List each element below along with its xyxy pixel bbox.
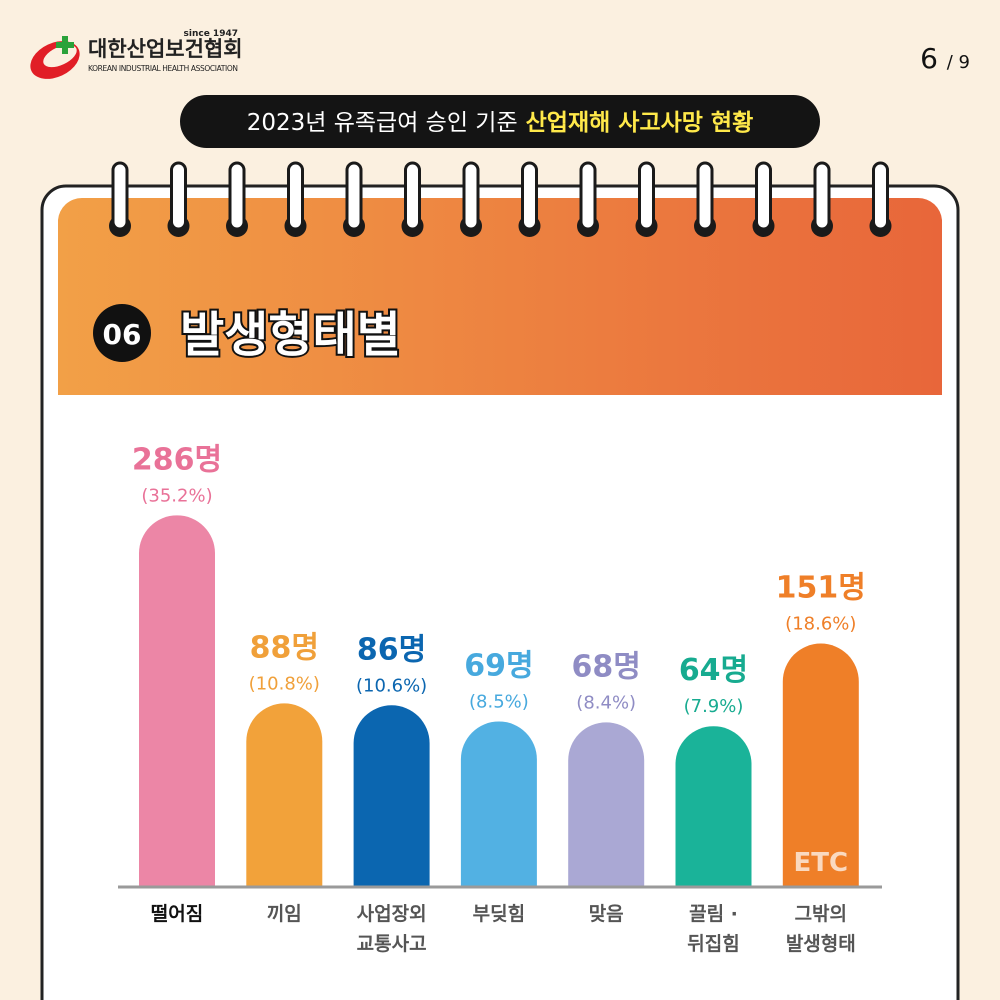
value-label: 68명 <box>572 649 641 684</box>
ring <box>287 161 304 231</box>
ring <box>228 161 246 231</box>
ring <box>170 161 187 231</box>
share-label: (8.5%) <box>469 691 529 712</box>
bar <box>460 721 537 887</box>
share-label: (10.6%) <box>356 675 427 696</box>
share-label: (7.9%) <box>684 696 744 717</box>
ring <box>872 161 889 231</box>
ring <box>755 161 772 231</box>
share-label: (8.4%) <box>576 692 636 713</box>
value-label: 86명 <box>357 632 426 667</box>
bar <box>568 722 645 887</box>
bar <box>353 705 430 887</box>
header-highlight: 산업재해 사고사망 현황 <box>526 110 754 136</box>
value-label: 286명 <box>132 442 222 477</box>
ring <box>813 161 831 231</box>
category-label: 사업장외 교통사고 <box>356 903 427 955</box>
ring <box>579 161 597 231</box>
share-label: (10.8%) <box>249 673 320 694</box>
ring <box>521 161 538 231</box>
value-label: 88명 <box>250 630 319 665</box>
section-number: 06 <box>103 318 142 351</box>
header-title: 2023년 유족급여 승인 기준 산업재해 사고사망 현황 <box>247 110 754 136</box>
title-pill <box>180 95 820 148</box>
ring <box>638 161 655 231</box>
bar <box>675 726 752 887</box>
category-label: 끌림 · 뒤집힘 <box>687 903 740 955</box>
logo-cross <box>56 36 74 54</box>
ring <box>404 161 421 231</box>
ring <box>345 161 363 231</box>
category-label: 떨어짐 <box>150 903 204 925</box>
value-label: 69명 <box>464 648 533 683</box>
category-label: 끼임 <box>266 903 302 925</box>
ring <box>462 161 480 231</box>
bar <box>246 703 323 887</box>
share-label: (35.2%) <box>141 485 212 506</box>
ring <box>696 161 714 231</box>
page-current: 6 <box>920 42 938 75</box>
section-title: 발생형태별 <box>180 307 401 363</box>
rings <box>109 161 892 237</box>
logo-english: KOREAN INDUSTRIAL HEALTH ASSOCIATION <box>88 64 238 73</box>
page-total: / 9 <box>947 52 970 73</box>
category-label: 부딪힘 <box>472 903 526 925</box>
category-label: 맞음 <box>588 903 624 925</box>
value-label: 64명 <box>679 653 748 688</box>
category-label: 그밖의 발생형태 <box>785 903 856 955</box>
logo-since: since 1947 <box>184 29 238 39</box>
section-badge <box>93 304 151 362</box>
share-label: (18.6%) <box>785 614 856 635</box>
bar <box>782 643 859 887</box>
etc-label: ETC <box>794 848 849 878</box>
logo-name: 대한산업보건협회 <box>88 37 243 61</box>
notebook-header <box>58 197 942 395</box>
logo-swoosh-cut <box>43 44 77 68</box>
header-title-main: 2023년 유족급여 승인 기준 <box>247 110 518 136</box>
ring <box>111 161 129 231</box>
plot: 286명 (35.2%) 88명 (10.8%) 86명 (10.6%) 69명 (8.5%)… <box>132 442 866 887</box>
value-label: 151명 <box>776 571 866 606</box>
bar <box>139 515 215 887</box>
